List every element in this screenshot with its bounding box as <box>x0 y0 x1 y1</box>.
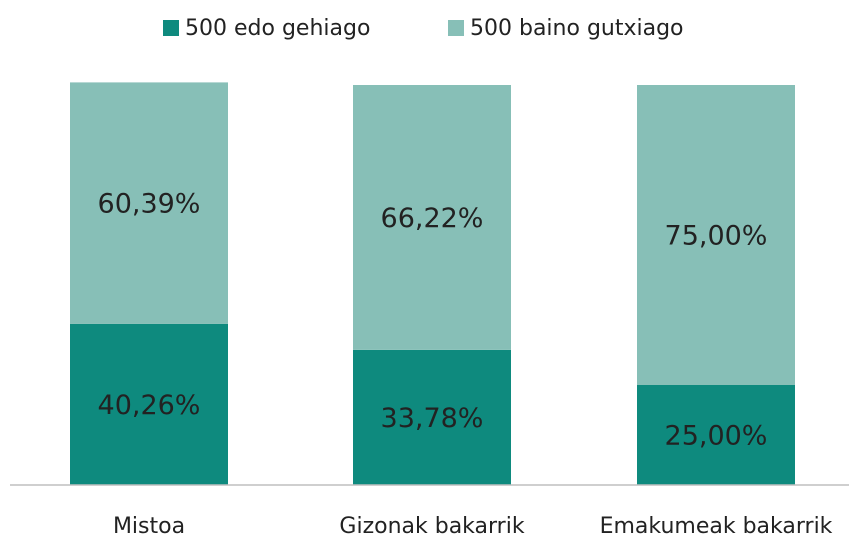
bar-segment <box>637 385 795 485</box>
data-label: 25,00% <box>665 421 768 452</box>
legend-label: 500 baino gutxiago <box>470 16 684 41</box>
bar-segment <box>70 323 228 485</box>
legend-label: 500 edo gehiago <box>185 16 370 41</box>
bar-segment <box>353 85 511 350</box>
x-tick-label: Emakumeak bakarrik <box>600 514 833 539</box>
bar-segment <box>353 349 511 485</box>
data-label: 75,00% <box>665 221 768 252</box>
data-label: 40,26% <box>98 390 201 421</box>
x-tick-label: Gizonak bakarrik <box>339 514 524 539</box>
x-tick-label: Mistoa <box>113 514 185 539</box>
bar-segment <box>70 82 228 324</box>
legend-swatch <box>448 20 464 36</box>
data-label: 33,78% <box>381 403 484 434</box>
data-label: 66,22% <box>381 203 484 234</box>
legend-swatch <box>163 20 179 36</box>
bar-segment <box>637 85 795 385</box>
data-label: 60,39% <box>98 189 201 220</box>
